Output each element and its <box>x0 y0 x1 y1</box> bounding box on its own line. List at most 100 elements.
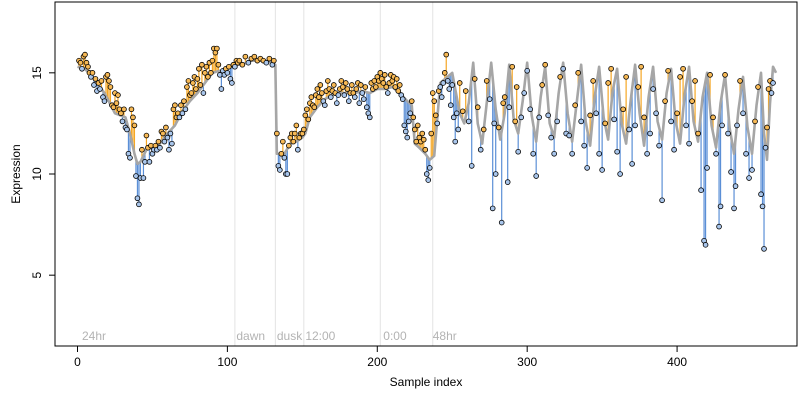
data-point <box>266 55 273 62</box>
data-point <box>134 195 141 202</box>
data-point <box>506 104 512 111</box>
data-point <box>758 191 764 198</box>
x-tick-label: 200 <box>367 355 387 369</box>
data-point <box>194 76 201 82</box>
data-point <box>290 138 297 145</box>
annotation-label: dawn <box>236 329 265 343</box>
data-point <box>450 114 457 121</box>
data-point <box>716 223 722 230</box>
data-point <box>443 51 450 58</box>
data-point <box>581 142 587 149</box>
data-point <box>434 120 441 127</box>
data-point <box>632 122 638 129</box>
data-point <box>104 72 111 78</box>
data-point <box>197 82 204 88</box>
data-point <box>695 130 701 137</box>
data-point <box>304 106 310 113</box>
data-point <box>456 80 463 86</box>
data-point <box>161 138 168 145</box>
annotation-label: 12:00 <box>305 329 335 343</box>
data-point <box>393 76 400 82</box>
data-point <box>405 118 412 125</box>
data-point <box>401 122 408 129</box>
x-axis-title: Sample index <box>390 375 463 389</box>
data-point <box>97 86 103 92</box>
data-point <box>98 78 105 84</box>
data-point <box>707 72 713 78</box>
data-point <box>208 70 214 76</box>
data-point <box>689 98 695 104</box>
data-point <box>492 171 499 177</box>
data-point <box>446 86 453 92</box>
data-point <box>629 161 635 167</box>
data-point <box>118 110 124 117</box>
data-point <box>322 102 328 108</box>
data-point <box>363 104 370 111</box>
data-point <box>205 74 211 80</box>
data-point <box>440 80 447 86</box>
data-point <box>163 124 169 131</box>
data-point <box>608 65 614 72</box>
data-point <box>414 122 421 129</box>
data-point <box>746 175 752 181</box>
data-point <box>501 94 508 100</box>
data-point <box>172 102 178 108</box>
data-point <box>447 102 454 108</box>
data-point <box>713 150 719 157</box>
data-point <box>281 155 288 161</box>
data-point <box>423 171 430 177</box>
data-point <box>184 84 190 90</box>
data-point <box>761 246 767 252</box>
data-point <box>383 84 390 90</box>
data-point <box>749 167 755 173</box>
data-point <box>242 53 249 60</box>
data-point <box>408 98 415 104</box>
data-point <box>344 86 351 92</box>
data-point <box>515 148 521 155</box>
x-tick-label: 400 <box>667 355 687 369</box>
data-point <box>728 169 734 175</box>
data-point <box>468 163 475 169</box>
y-axis: 5 10 15 <box>30 66 56 279</box>
y-axis-title: Expression <box>9 144 23 203</box>
data-point <box>498 219 505 226</box>
data-point <box>611 116 617 123</box>
data-point <box>155 138 162 145</box>
data-point <box>218 86 225 92</box>
data-point <box>245 59 252 66</box>
data-point <box>169 140 175 147</box>
y-tick-label: 5 <box>30 272 44 279</box>
data-point <box>79 65 85 72</box>
data-point <box>420 136 427 143</box>
data-point <box>459 108 466 115</box>
data-point <box>384 90 391 96</box>
data-point <box>734 122 740 129</box>
data-point <box>277 167 283 173</box>
data-points <box>76 45 776 252</box>
data-point <box>215 61 222 68</box>
data-point <box>444 78 451 84</box>
data-point <box>489 205 496 212</box>
data-point <box>301 126 307 133</box>
data-point <box>710 114 716 121</box>
data-point <box>593 110 599 117</box>
data-point <box>725 130 731 137</box>
y-tick-label: 15 <box>30 66 44 80</box>
data-point <box>765 86 772 92</box>
data-point <box>590 78 596 84</box>
data-point <box>178 102 184 108</box>
data-point <box>128 106 135 113</box>
data-point <box>107 84 114 90</box>
data-point <box>181 98 187 104</box>
time-annotations: 24hr dawn dusk 12:00 0:00 48hr <box>82 329 457 343</box>
data-point <box>271 57 277 64</box>
data-point <box>768 90 775 96</box>
data-point <box>292 130 298 137</box>
data-point <box>495 124 502 131</box>
data-point <box>214 45 220 52</box>
data-point <box>348 82 355 88</box>
data-point <box>404 134 411 141</box>
data-point <box>328 94 334 100</box>
data-point <box>455 126 462 133</box>
data-point <box>584 165 590 171</box>
